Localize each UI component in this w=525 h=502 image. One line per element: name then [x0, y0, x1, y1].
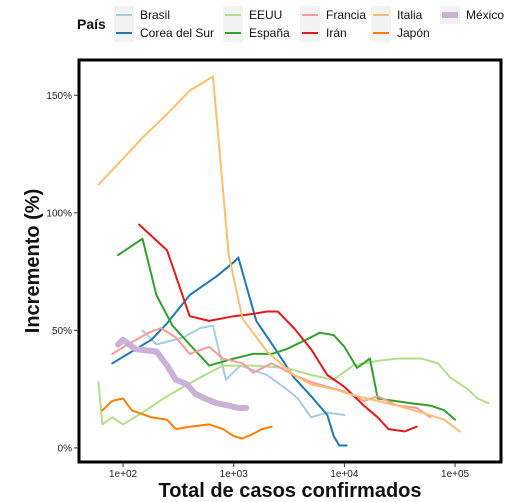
- x-tick-label: 1e+03: [220, 469, 249, 480]
- series-line-7: [101, 397, 273, 440]
- y-tick-label: 100%: [46, 208, 72, 219]
- x-tick-label: 1e+05: [441, 469, 470, 480]
- legend-label: México: [466, 8, 504, 22]
- legend-item-7: Japón: [371, 24, 430, 42]
- y-tick-label: 150%: [46, 91, 72, 102]
- y-axis-title: Incremento (%): [22, 189, 44, 333]
- plot-lines: [97, 75, 490, 447]
- x-tick-label: 1e+02: [109, 469, 138, 480]
- legend-label: Japón: [397, 26, 430, 40]
- legend-label: Brasil: [140, 8, 170, 22]
- legend-item-6: Italia: [371, 6, 423, 24]
- legend-item-3: España: [223, 24, 290, 42]
- series-line-8: [115, 336, 250, 411]
- legend-item-1: Corea del Sur: [114, 24, 214, 42]
- series-line-3: [117, 237, 457, 421]
- series-line-5: [138, 223, 418, 433]
- legend-label: Irán: [326, 26, 347, 40]
- series-line-6: [97, 75, 461, 433]
- legend-label: Francia: [326, 8, 366, 22]
- y-axis: 0% 50% 100% 150%: [46, 91, 78, 454]
- series-line-1: [111, 256, 348, 447]
- legend-item-4: Francia: [300, 6, 366, 24]
- y-tick-label: 50%: [52, 326, 72, 337]
- legend-label: España: [249, 26, 290, 40]
- y-tick-label: 0%: [58, 443, 73, 454]
- legend-item-5: Irán: [300, 24, 347, 42]
- legend-label: Corea del Sur: [140, 26, 214, 40]
- legend-item-8: México: [440, 6, 504, 24]
- plot-frame: [77, 58, 503, 464]
- legend: País Brasil Corea del Sur EEUU España Francia…: [77, 6, 504, 42]
- x-axis: 1e+02 1e+03 1e+04 1e+05: [109, 463, 470, 480]
- x-axis-title: Total de casos confirmados: [158, 480, 421, 502]
- legend-item-0: Brasil: [114, 6, 170, 24]
- legend-title: País: [77, 16, 106, 32]
- series-line-2: [97, 357, 490, 426]
- series-line-4: [111, 327, 432, 419]
- legend-label: EEUU: [249, 8, 282, 22]
- legend-label: Italia: [397, 8, 423, 22]
- legend-item-2: EEUU: [223, 6, 282, 24]
- x-tick-label: 1e+04: [330, 469, 359, 480]
